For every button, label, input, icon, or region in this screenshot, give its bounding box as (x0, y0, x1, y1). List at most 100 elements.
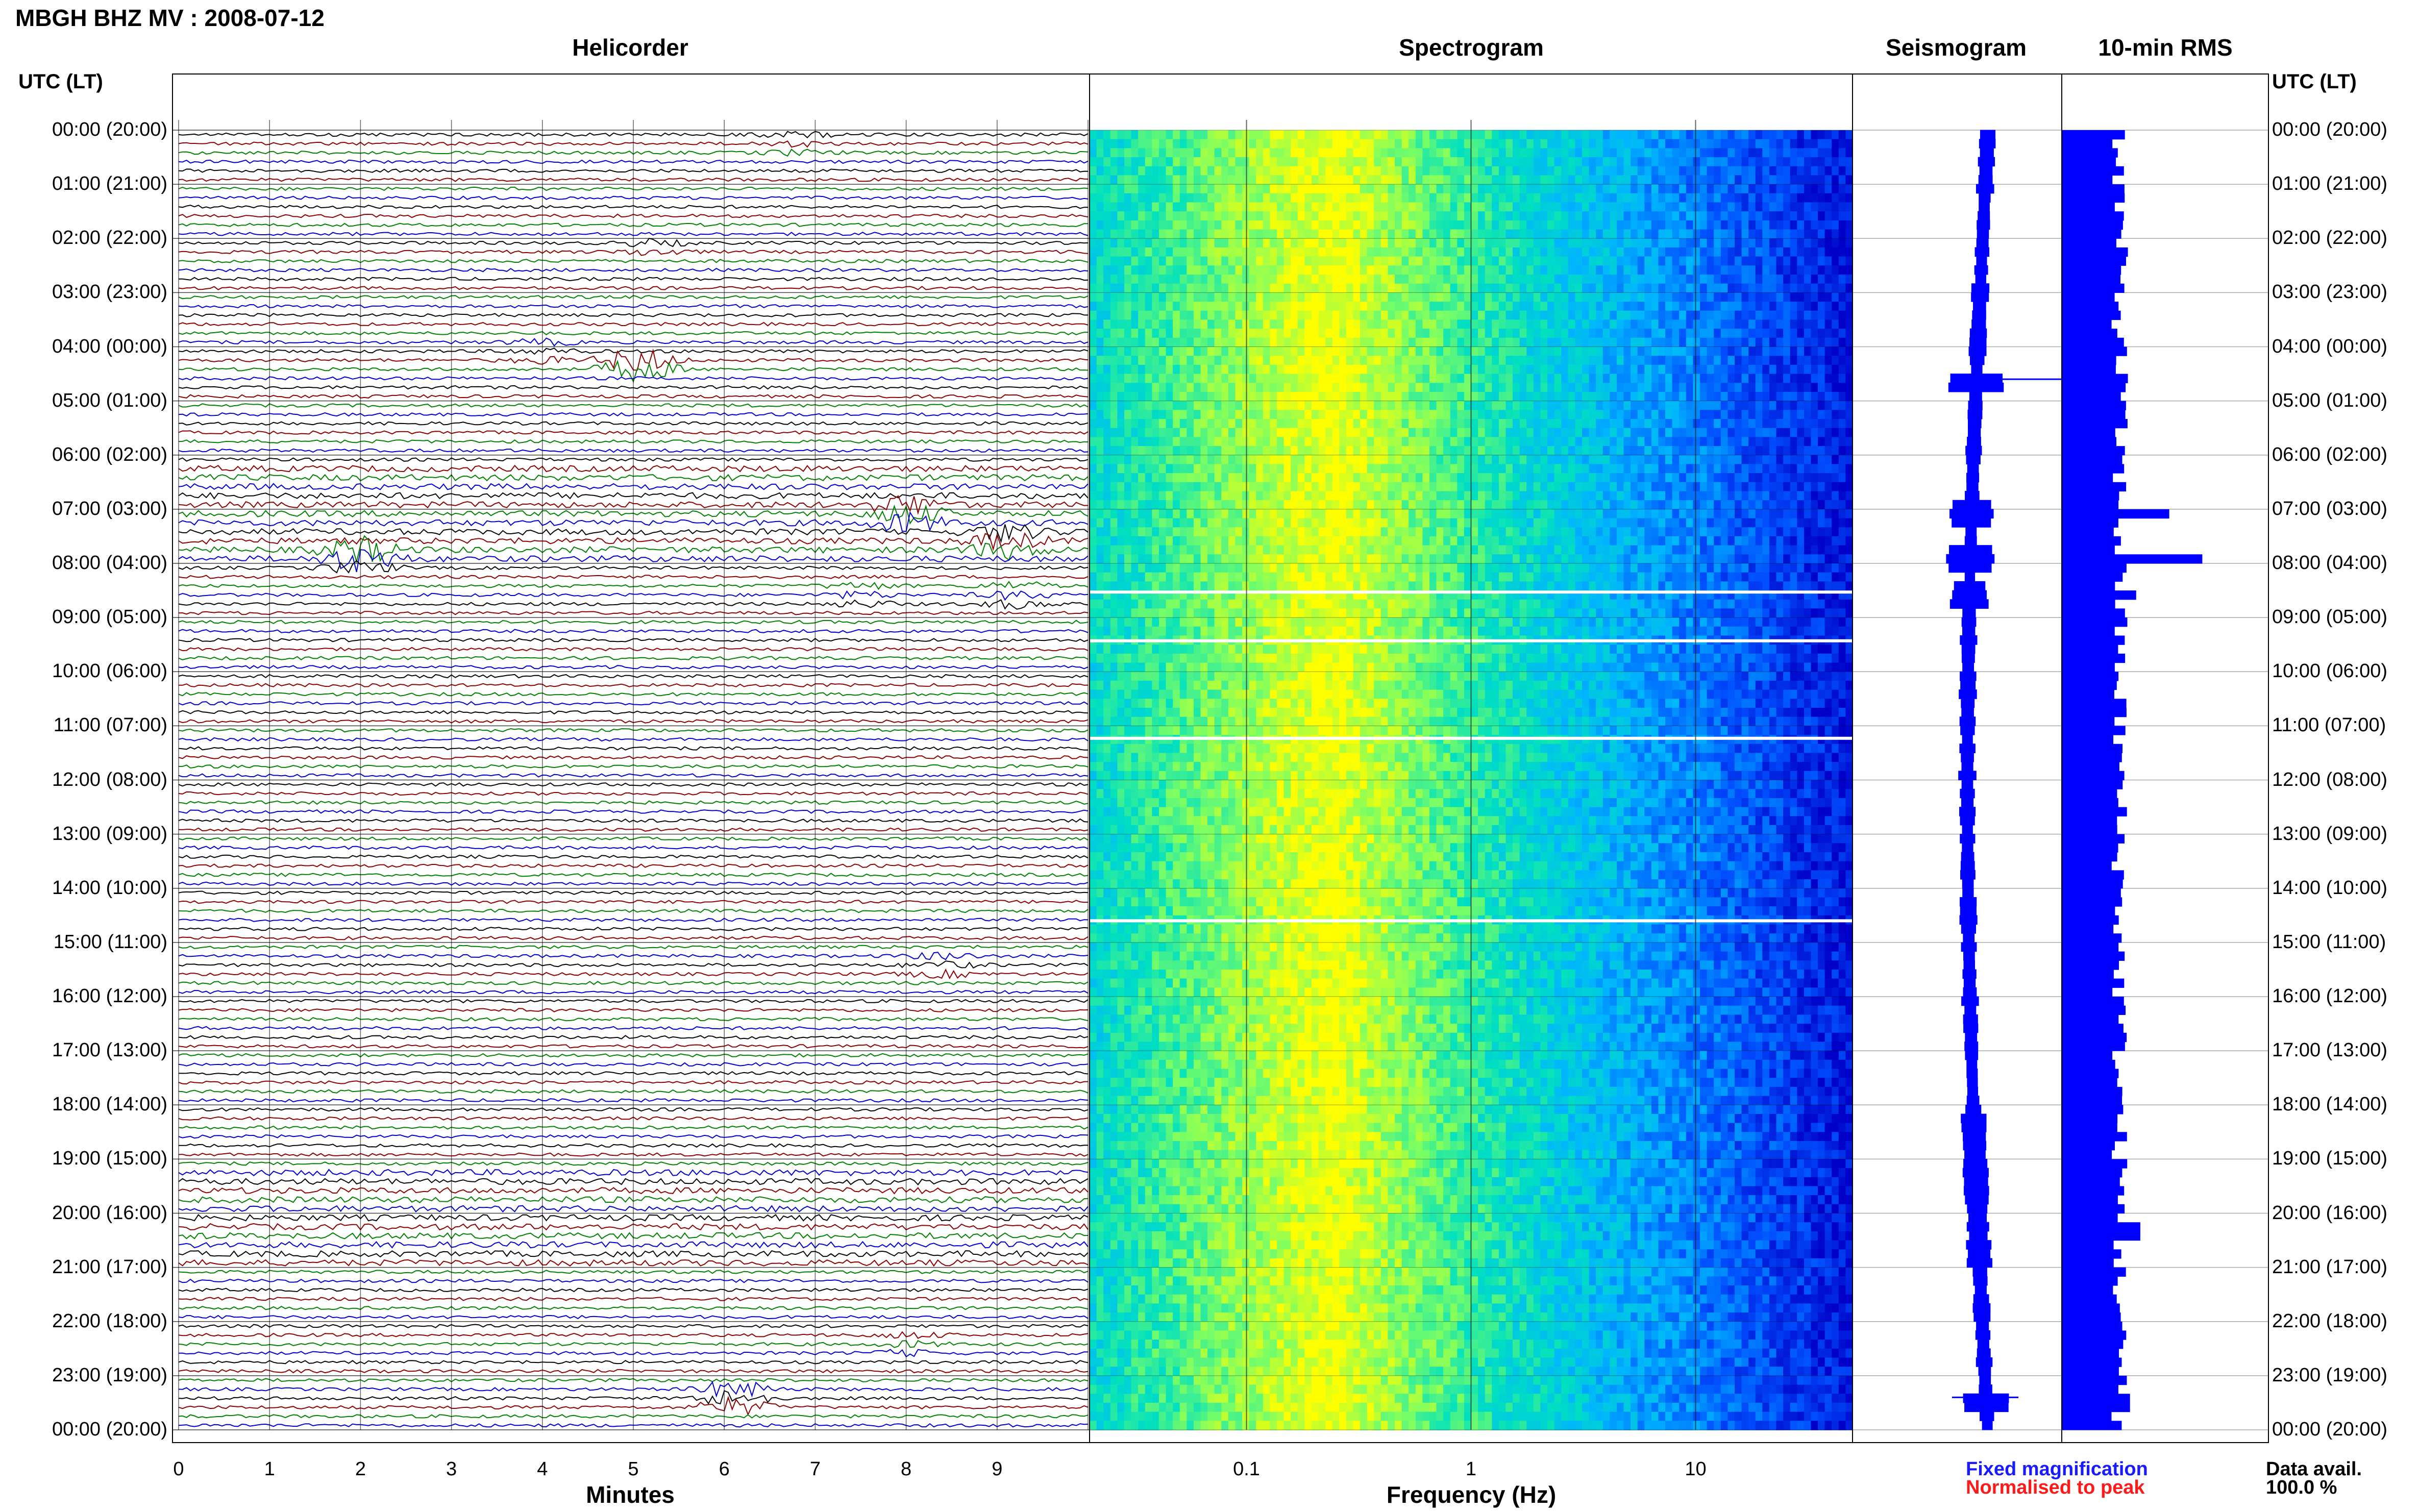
spectrogram-cell (1575, 283, 1583, 293)
spectrogram-cell (1505, 193, 1513, 203)
spectrogram-cell (1443, 428, 1451, 438)
spectrogram-cell (1228, 446, 1236, 456)
spectrogram-cell (1374, 329, 1381, 338)
spectrogram-cell (1235, 166, 1243, 176)
spectrogram-cell (1498, 220, 1507, 230)
spectrogram-cell (1415, 419, 1423, 429)
spectrogram-cell (1110, 329, 1118, 338)
spectrogram-cell (1471, 518, 1478, 528)
spectrogram-cell (1110, 401, 1118, 411)
spectrogram-cell (1818, 419, 1825, 429)
spectrogram-cell (1519, 364, 1527, 375)
spectrogram-cell (1561, 283, 1569, 293)
spectrogram-cell (1401, 419, 1409, 429)
spectrogram-cell (1256, 184, 1264, 194)
spectrogram-cell (1291, 356, 1298, 365)
spectrogram-cell (1152, 410, 1159, 419)
spectrogram-cell (1471, 292, 1478, 302)
spectrogram-cell (1727, 482, 1735, 492)
spectrogram-cell (1207, 383, 1215, 392)
spectrogram-cell (1602, 184, 1611, 194)
spectrogram-cell (1388, 419, 1395, 429)
spectrogram-cell (1187, 455, 1194, 465)
spectrogram-cell (1242, 310, 1250, 320)
spectrogram-cell (1297, 329, 1305, 338)
spectrogram-cell (1616, 401, 1624, 411)
spectrogram-cell (1173, 256, 1180, 266)
spectrogram-cell (1762, 509, 1770, 519)
spectrogram-cell (1741, 473, 1749, 483)
spectrogram-cell (1720, 229, 1729, 239)
spectrogram-cell (1353, 518, 1361, 528)
spectrogram-cell (1811, 509, 1818, 519)
spectrogram-cell (1207, 184, 1215, 194)
spectrogram-cell (1644, 130, 1652, 140)
spectrogram-cell (1221, 329, 1229, 338)
spectrogram-cell (1735, 383, 1742, 392)
spectrogram-cell (1242, 139, 1250, 149)
spectrogram-cell (1380, 329, 1389, 338)
spectrogram-cell (1554, 319, 1562, 329)
spectrogram-cell (1235, 202, 1243, 212)
spectrogram-cell (1776, 437, 1784, 447)
spectrogram-cell (1090, 464, 1097, 474)
spectrogram-cell (1797, 446, 1805, 456)
spectrogram-cell (1797, 302, 1805, 311)
spectrogram-cell (1166, 220, 1173, 230)
spectrogram-cell (1748, 446, 1756, 456)
spectrogram-cell (1395, 283, 1402, 293)
spectrogram-cell (1492, 265, 1499, 275)
spectrogram-cell (1214, 509, 1222, 519)
spectrogram-cell (1422, 410, 1430, 419)
spectrogram-cell (1443, 500, 1451, 510)
spectrogram-cell (1616, 292, 1624, 302)
spectrogram-cell (1443, 130, 1451, 140)
spectrogram-cell (1207, 193, 1215, 203)
spectrogram-cell (1755, 446, 1763, 456)
spectrogram-cell (1187, 473, 1194, 483)
spectrogram-cell (1644, 229, 1652, 239)
spectrogram-cell (1596, 374, 1603, 384)
spectrogram-cell (1353, 139, 1361, 149)
spectrogram-cell (1783, 175, 1791, 185)
spectrogram-cell (1679, 364, 1687, 375)
spectrogram-cell (1505, 527, 1513, 537)
spectrogram-cell (1173, 193, 1180, 203)
spectrogram-cell (1741, 464, 1749, 474)
spectrogram-cell (1741, 337, 1749, 348)
spectrogram-cell (1395, 383, 1402, 392)
spectrogram-cell (1589, 527, 1596, 537)
spectrogram-cell (1513, 383, 1520, 392)
spectrogram-cell (1741, 455, 1749, 465)
spectrogram-cell (1471, 500, 1478, 510)
spectrogram-cell (1762, 139, 1770, 149)
spectrogram-cell (1845, 410, 1853, 419)
spectrogram-cell (1616, 139, 1624, 149)
spectrogram-cell (1505, 346, 1513, 356)
spectrogram-cell (1422, 220, 1430, 230)
spectrogram-cell (1513, 139, 1520, 149)
spectrogram-cell (1547, 437, 1555, 447)
spectrogram-cell (1166, 446, 1173, 456)
spectrogram-cell (1811, 527, 1818, 537)
spectrogram-cell (1388, 265, 1395, 275)
spectrogram-cell (1672, 283, 1680, 293)
spectrogram-cell (1117, 283, 1125, 293)
spectrogram-cell (1090, 247, 1097, 257)
spectrogram-cell (1145, 166, 1153, 176)
spectrogram-cell (1735, 446, 1742, 456)
spectrogram-cell (1270, 157, 1277, 167)
spectrogram-cell (1818, 509, 1825, 519)
spectrogram-cell (1179, 283, 1188, 293)
spectrogram-cell (1325, 500, 1333, 510)
spectrogram-cell (1256, 536, 1264, 546)
spectrogram-cell (1145, 500, 1153, 510)
spectrogram-cell (1769, 491, 1777, 501)
spectrogram-cell (1110, 139, 1118, 149)
spectrogram-cell (1651, 256, 1659, 266)
spectrogram-cell (1166, 139, 1173, 149)
spectrogram-cell (1610, 247, 1617, 257)
spectrogram-cell (1838, 302, 1846, 311)
spectrogram-cell (1741, 437, 1749, 447)
spectrogram-cell (1498, 437, 1507, 447)
